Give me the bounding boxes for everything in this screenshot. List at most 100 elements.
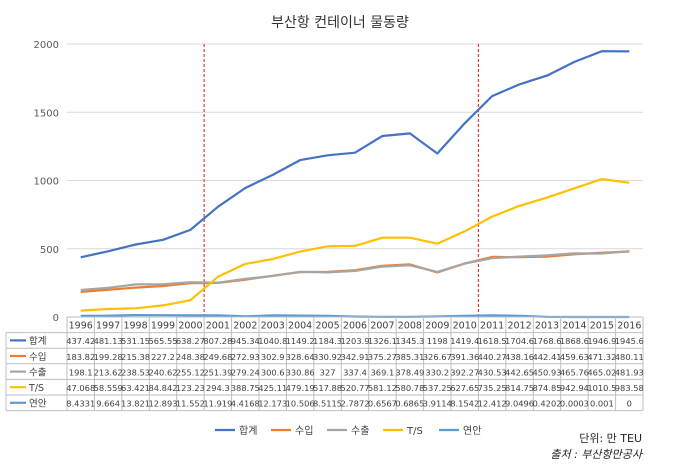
row-label: 합계	[29, 335, 46, 347]
data-label: 1946.9	[587, 336, 616, 346]
data-label: 1868.6	[560, 336, 589, 346]
unit-note: 단위: 만 TEU	[579, 432, 642, 445]
y-tick-label: 1000	[34, 177, 59, 188]
data-label: 238.53	[121, 367, 150, 377]
data-label: 337.4	[343, 367, 367, 377]
data-label: 12.412	[478, 399, 507, 409]
data-label: 302.9	[261, 352, 285, 362]
data-label: 565.55	[148, 336, 177, 346]
data-label: 983.58	[615, 383, 644, 393]
data-label: 3.9114	[423, 399, 452, 409]
x-tick-label: 2010	[453, 321, 477, 332]
data-label: 481.13	[94, 336, 123, 346]
data-label: 517.88	[313, 383, 342, 393]
data-label: 342.91	[340, 352, 369, 362]
chart-title: 부산항 컨테이너 물동량	[271, 15, 409, 31]
data-label: 248.38	[176, 352, 205, 362]
x-tick-label: 2014	[562, 321, 586, 332]
data-label: 2.7872	[340, 399, 369, 409]
data-label: 479.19	[286, 383, 315, 393]
data-label: 326.67	[423, 352, 452, 362]
data-label: 4.4168	[231, 399, 260, 409]
data-label: 294.3	[206, 383, 230, 393]
x-tick-label: 2003	[261, 321, 285, 332]
data-label: 450.93	[532, 367, 561, 377]
series-line	[80, 178, 630, 312]
data-label: 47.068	[66, 383, 95, 393]
data-label: 1203.9	[340, 336, 369, 346]
data-label: 215.38	[121, 352, 150, 362]
row-label: 수입	[29, 351, 46, 363]
data-label: 480.11	[615, 352, 644, 362]
data-label: 537.25	[423, 383, 452, 393]
data-label: 1345.3	[395, 336, 424, 346]
legend-label: 합계	[239, 425, 257, 437]
data-label: 369.1	[371, 367, 395, 377]
x-tick-label: 2015	[590, 321, 614, 332]
data-label: 183.82	[66, 352, 95, 362]
data-label: 84.842	[148, 383, 177, 393]
x-tick-label: 2007	[370, 321, 394, 332]
data-label: 1768.6	[532, 336, 561, 346]
data-label: 330.92	[313, 352, 342, 362]
data-label: 199.28	[94, 352, 123, 362]
data-label: 272.93	[231, 352, 260, 362]
data-label: 1198	[427, 336, 448, 346]
data-label: 580.78	[395, 383, 424, 393]
data-label: 251.39	[203, 367, 232, 377]
data-label: 942.94	[560, 383, 589, 393]
data-label: 1326.1	[368, 336, 397, 346]
data-label: 10.506	[286, 399, 315, 409]
data-label: 945.34	[231, 336, 260, 346]
data-label: 13.821	[121, 399, 150, 409]
data-label: 123.23	[176, 383, 205, 393]
data-label: 520.77	[340, 383, 369, 393]
x-tick-label: 2000	[178, 321, 202, 332]
data-label: 1618.5	[478, 336, 507, 346]
data-label: 1184.3	[313, 336, 342, 346]
x-tick-label: 1999	[151, 321, 175, 332]
data-label: 385.31	[395, 352, 424, 362]
x-tick-label: 2001	[206, 321, 230, 332]
data-table: 1996 1997 1998 1999 2000 2001 2002 2003 2004 2005…	[5, 316, 644, 412]
legend-label: T/S	[406, 426, 423, 437]
data-label: 11.552	[176, 399, 205, 409]
data-label: 459.63	[560, 352, 589, 362]
data-label: 330.2	[425, 367, 449, 377]
data-label: 63.421	[121, 383, 150, 393]
legend-label: 연안	[463, 425, 481, 437]
data-label: 531.15	[121, 336, 150, 346]
data-label: 227.2	[151, 352, 175, 362]
data-label: 437.42	[66, 336, 95, 346]
data-label: 255.12	[176, 367, 205, 377]
data-label: 1010.5	[587, 383, 616, 393]
data-label: 442.65	[505, 367, 534, 377]
data-label: 440.27	[478, 352, 507, 362]
data-label: 425.11	[258, 383, 287, 393]
x-tick-label: 2002	[233, 321, 257, 332]
x-tick-label: 2005	[315, 321, 339, 332]
data-label: 0	[627, 399, 632, 409]
data-label: 240.62	[148, 367, 177, 377]
data-label: 249.68	[203, 352, 232, 362]
series-line	[80, 250, 630, 292]
data-label: 391.36	[450, 352, 479, 362]
data-label: 1704.6	[505, 336, 534, 346]
data-label: 581.12	[368, 383, 397, 393]
data-label: 0.6865	[395, 399, 424, 409]
data-label: 9.664	[96, 399, 120, 409]
data-label: 392.27	[450, 367, 479, 377]
legend-label: 수출	[351, 425, 369, 437]
data-label: 12.173	[258, 399, 287, 409]
data-label: 375.27	[368, 352, 397, 362]
data-label: 9.0496	[505, 399, 534, 409]
data-label: 300.6	[261, 367, 285, 377]
data-label: 8.1542	[450, 399, 479, 409]
x-tick-label: 2013	[535, 321, 559, 332]
data-label: 279.24	[231, 367, 260, 377]
data-label: 465.76	[560, 367, 589, 377]
data-label: 0.0003	[560, 399, 589, 409]
data-label: 1040.8	[258, 336, 287, 346]
data-label: 438.16	[505, 352, 534, 362]
